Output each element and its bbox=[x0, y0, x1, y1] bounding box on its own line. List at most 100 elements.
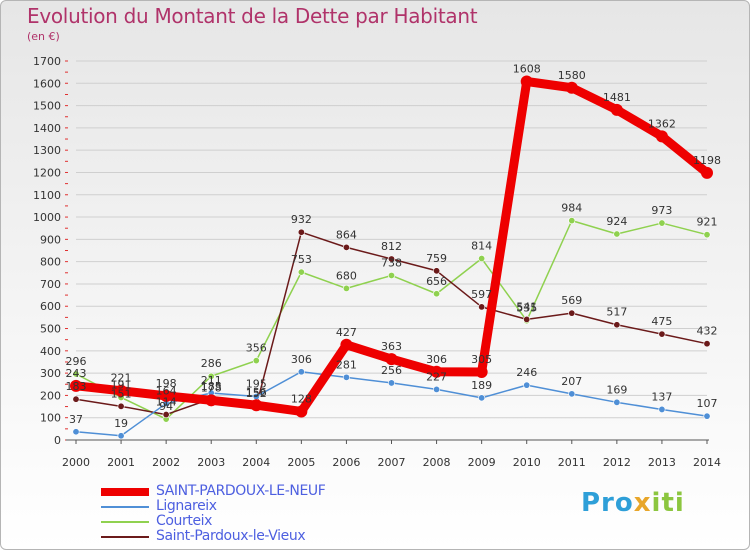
y-tick-label: 1200 bbox=[33, 166, 61, 179]
data-point bbox=[613, 398, 621, 406]
data-point bbox=[433, 385, 441, 393]
data-point bbox=[72, 428, 80, 436]
data-label: 305 bbox=[471, 353, 492, 366]
chart-title: Evolution du Montant de la Dette par Hab… bbox=[27, 4, 478, 28]
data-point bbox=[70, 379, 82, 392]
y-tick-label: 1400 bbox=[33, 122, 61, 135]
data-label: 984 bbox=[561, 202, 582, 215]
data-point bbox=[565, 81, 578, 94]
data-label: 973 bbox=[651, 204, 672, 217]
legend-swatch bbox=[101, 536, 149, 538]
data-label: 541 bbox=[516, 300, 537, 313]
data-label: 363 bbox=[381, 340, 402, 353]
legend-label: Courteix bbox=[156, 513, 213, 529]
data-point bbox=[297, 368, 305, 376]
data-point bbox=[387, 271, 395, 279]
y-tick-label: 900 bbox=[40, 233, 61, 246]
data-label: 680 bbox=[336, 269, 357, 282]
data-point bbox=[340, 338, 353, 351]
y-tick-label: 0 bbox=[54, 434, 61, 447]
data-point bbox=[385, 353, 398, 366]
data-point bbox=[250, 399, 263, 412]
data-label: 1362 bbox=[648, 117, 676, 130]
data-label: 114 bbox=[156, 396, 177, 409]
data-label: 656 bbox=[426, 275, 447, 288]
data-label: 198 bbox=[156, 377, 177, 390]
data-label: 932 bbox=[291, 213, 312, 226]
data-label: 107 bbox=[697, 397, 718, 410]
y-tick-label: 1300 bbox=[33, 144, 61, 157]
data-point bbox=[433, 290, 441, 298]
data-point bbox=[160, 389, 173, 402]
legend-label: Saint-Pardoux-le-Vieux bbox=[156, 528, 306, 544]
data-label: 178 bbox=[201, 381, 222, 394]
data-point bbox=[703, 340, 711, 348]
data-point bbox=[701, 166, 713, 179]
y-tick-label: 600 bbox=[40, 300, 61, 313]
data-label: 37 bbox=[69, 413, 83, 426]
x-tick-label: 2009 bbox=[468, 456, 496, 469]
x-tick-label: 2003 bbox=[197, 456, 225, 469]
x-tick-label: 2011 bbox=[558, 456, 586, 469]
data-point bbox=[613, 321, 621, 329]
data-label: 1481 bbox=[603, 91, 631, 104]
x-tick-label: 2006 bbox=[332, 456, 360, 469]
data-point bbox=[115, 384, 128, 397]
data-point bbox=[658, 330, 666, 338]
data-label: 286 bbox=[201, 357, 222, 370]
data-label: 306 bbox=[426, 353, 447, 366]
data-point bbox=[703, 231, 711, 239]
x-tick-label: 2005 bbox=[287, 456, 315, 469]
y-tick-label: 200 bbox=[40, 389, 61, 402]
data-point bbox=[475, 366, 488, 379]
x-tick-label: 2014 bbox=[693, 456, 721, 469]
data-label: 211 bbox=[201, 374, 222, 387]
data-label: 475 bbox=[651, 315, 672, 328]
data-point bbox=[387, 379, 395, 387]
data-label: 1608 bbox=[513, 63, 541, 76]
data-label: 195 bbox=[246, 378, 267, 391]
x-tick-label: 2000 bbox=[62, 456, 90, 469]
data-label: 185 bbox=[201, 380, 222, 393]
data-label: 169 bbox=[606, 383, 627, 396]
data-point bbox=[433, 267, 441, 275]
y-tick-label: 700 bbox=[40, 278, 61, 291]
y-tick-label: 1600 bbox=[33, 77, 61, 90]
y-tick-label: 400 bbox=[40, 345, 61, 358]
y-tick-label: 1500 bbox=[33, 100, 61, 113]
data-label: 924 bbox=[606, 215, 627, 228]
y-tick-label: 1700 bbox=[33, 55, 61, 68]
data-label: 812 bbox=[381, 240, 402, 253]
data-label: 306 bbox=[291, 353, 312, 366]
x-tick-label: 2010 bbox=[513, 456, 541, 469]
data-point bbox=[568, 309, 576, 317]
data-label: 517 bbox=[606, 306, 627, 319]
data-label: 94 bbox=[159, 400, 173, 413]
legend-label: Lignareix bbox=[156, 498, 217, 514]
data-point bbox=[295, 405, 308, 418]
data-label: 432 bbox=[697, 325, 718, 338]
legend-swatch bbox=[101, 521, 149, 523]
data-label: 864 bbox=[336, 228, 357, 241]
logo-part-3: iti bbox=[651, 488, 685, 518]
data-label: 356 bbox=[246, 342, 267, 355]
data-point bbox=[658, 219, 666, 227]
legend-swatch bbox=[101, 506, 149, 508]
x-tick-label: 2004 bbox=[242, 456, 270, 469]
data-label: 191 bbox=[111, 378, 132, 391]
data-point bbox=[297, 228, 305, 236]
y-tick-label: 1100 bbox=[33, 189, 61, 202]
data-point bbox=[523, 315, 531, 323]
data-label: 183 bbox=[66, 380, 87, 393]
y-tick-label: 300 bbox=[40, 367, 61, 380]
data-label: 759 bbox=[426, 252, 447, 265]
data-point bbox=[342, 243, 350, 251]
data-point bbox=[162, 411, 170, 419]
x-tick-label: 2013 bbox=[648, 456, 676, 469]
data-point bbox=[72, 370, 80, 378]
y-tick-label: 500 bbox=[40, 323, 61, 336]
data-label: 227 bbox=[426, 370, 447, 383]
data-label: 535 bbox=[516, 302, 537, 315]
x-tick-label: 2012 bbox=[603, 456, 631, 469]
